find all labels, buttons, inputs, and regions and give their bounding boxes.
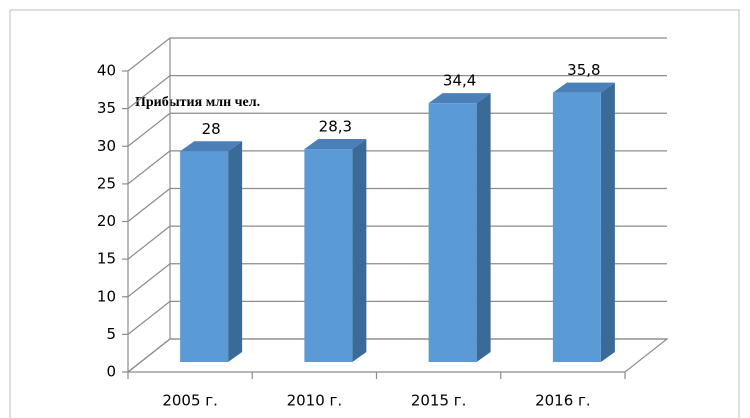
y-tick-label: 10 xyxy=(97,287,116,305)
y-tick-label: 0 xyxy=(106,363,116,381)
bar xyxy=(180,151,229,362)
value-label: 28,3 xyxy=(319,118,352,136)
y-tick-label: 40 xyxy=(97,62,116,80)
y-tick-label: 15 xyxy=(97,250,116,268)
x-tick-label: 2010 г. xyxy=(287,392,343,410)
bar-top xyxy=(180,141,243,152)
y-axis-label: Прибытия млн чел. xyxy=(135,95,260,110)
grid-line xyxy=(127,75,667,110)
bar xyxy=(428,103,477,362)
x-tick-label: 2016 г. xyxy=(535,392,591,410)
grid-line xyxy=(127,300,667,335)
bar-side xyxy=(476,93,491,362)
bar-top xyxy=(552,82,615,93)
bar-side xyxy=(228,141,243,362)
grid-line xyxy=(127,263,667,298)
y-tick-label: 35 xyxy=(97,99,116,117)
bar-top xyxy=(428,93,491,104)
x-tick-label: 2005 г. xyxy=(162,392,218,410)
grid-line xyxy=(127,112,667,147)
grid-line xyxy=(127,187,667,222)
y-tick-label: 25 xyxy=(97,174,116,192)
y-tick-label: 5 xyxy=(106,325,116,343)
value-label: 34,4 xyxy=(443,72,476,90)
grid-line xyxy=(127,225,667,260)
y-tick-label: 20 xyxy=(97,212,116,230)
grid-line xyxy=(127,338,667,373)
value-label: 35,8 xyxy=(567,61,600,79)
bar xyxy=(552,92,601,362)
bar-side xyxy=(600,82,615,362)
bar-top xyxy=(304,139,367,150)
grid-line xyxy=(127,37,667,72)
x-tick-label: 2015 г. xyxy=(411,392,467,410)
y-tick-label: 30 xyxy=(97,137,116,155)
grid-line xyxy=(127,150,667,185)
value-label: 28 xyxy=(202,120,221,138)
chart-border xyxy=(9,9,740,418)
bar xyxy=(304,149,353,362)
bar-side xyxy=(352,139,367,362)
